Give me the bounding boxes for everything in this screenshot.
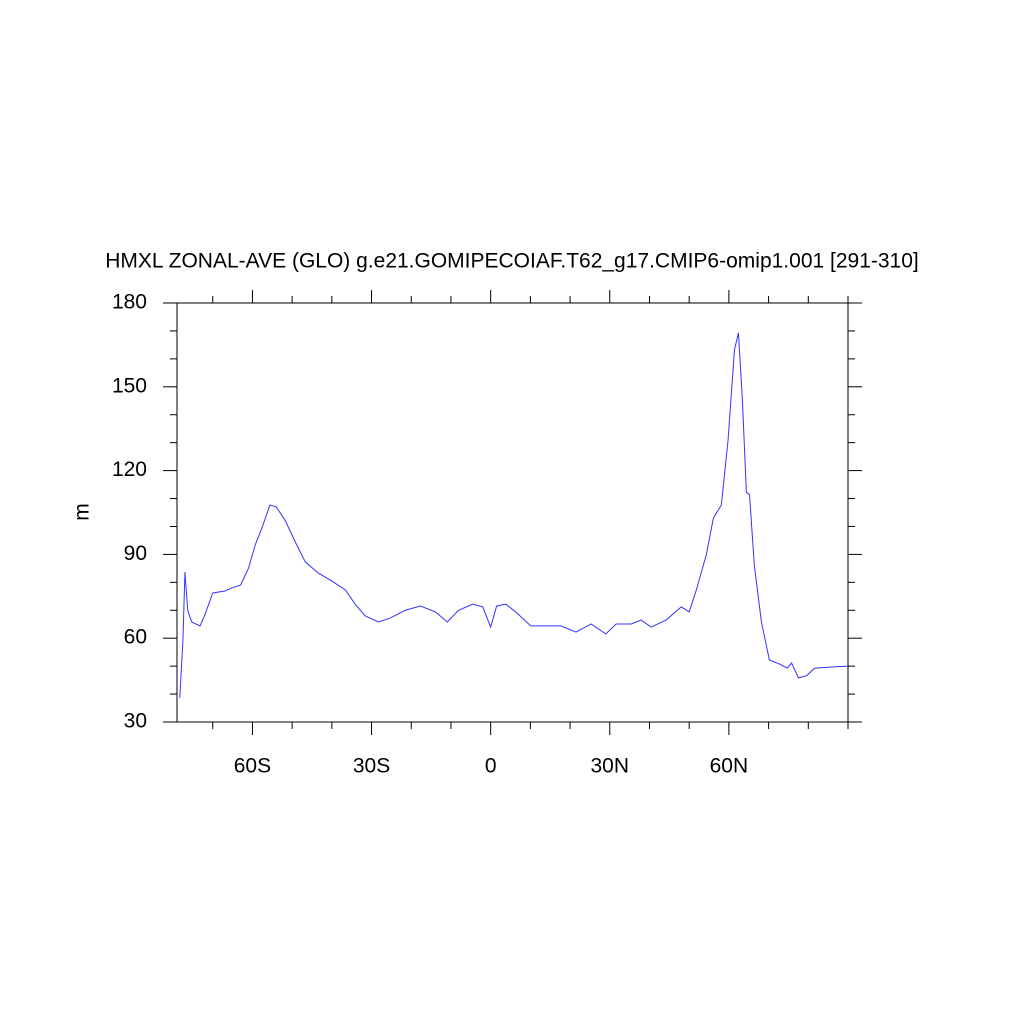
y-tick-label: 30 bbox=[124, 710, 147, 733]
y-axis-label: m bbox=[71, 503, 94, 521]
data-line bbox=[179, 332, 849, 699]
y-tick-label: 150 bbox=[112, 374, 147, 397]
y-tick-label: 60 bbox=[124, 626, 147, 649]
x-tick-label: 60N bbox=[710, 755, 749, 778]
x-tick-label: 30S bbox=[353, 755, 390, 778]
chart-title: HMXL ZONAL-AVE (GLO) g.e21.GOMIPECOIAF.T… bbox=[105, 250, 919, 273]
y-tick-label: 120 bbox=[112, 458, 147, 481]
y-tick-label: 90 bbox=[124, 542, 147, 565]
x-tick-label: 60S bbox=[234, 755, 271, 778]
plot-frame bbox=[176, 302, 849, 723]
x-tick-label: 0 bbox=[485, 755, 497, 778]
x-tick-label: 30N bbox=[591, 755, 630, 778]
y-tick-label: 180 bbox=[112, 291, 147, 314]
